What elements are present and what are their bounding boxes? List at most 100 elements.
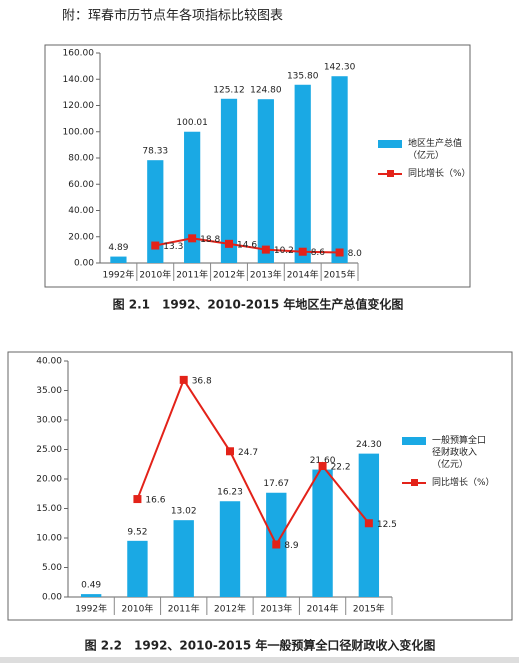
line-marker [318,462,327,471]
y-tick-label: 35.00 [36,386,62,396]
data-label: 13.3 [163,242,183,252]
data-label: 14.6 [237,240,257,250]
data-label: 16.23 [217,488,243,498]
y-tick-label: 40.00 [68,206,94,216]
y-tick-label: 0.00 [74,259,94,269]
data-label: 125.12 [213,85,245,95]
data-label: 124.80 [250,86,282,96]
legend-item: 同比增长（%） [378,168,471,180]
data-label: 8.9 [284,541,299,551]
legend-item: 一般预算全口径财政收入（亿元） [402,435,492,471]
x-tick-label: 1992年 [75,603,107,615]
bar [127,540,148,597]
legend-item: 同比增长（%） [402,477,495,489]
x-tick-label: 2012年 [214,603,246,615]
line-marker [188,234,197,243]
data-label: 22.2 [331,463,351,473]
x-tick-label: 2015年 [353,603,385,615]
line-marker [179,375,188,384]
data-label: 17.67 [263,479,289,489]
legend-item: 地区生产总值（亿元） [378,138,468,162]
legend-swatch [378,140,402,148]
data-label: 16.6 [145,496,165,506]
legend-swatch [402,479,426,486]
y-tick-label: 20.00 [36,475,62,485]
x-tick-label: 2011年 [168,603,200,615]
y-tick-label: 160.00 [63,49,95,59]
data-label: 78.33 [142,147,168,157]
data-label: 142.30 [324,63,356,73]
x-tick-label: 2010年 [121,603,153,615]
x-tick-label: 2012年 [213,269,245,281]
chart-caption: 图 2.1 1992、2010-2015 年地区生产总值变化图 [113,297,404,312]
line-marker [225,239,233,248]
x-tick-label: 2010年 [139,269,171,281]
data-label: 10.2 [274,246,294,256]
legend-label: 地区生产总值（亿元） [408,139,463,161]
chart-caption: 图 2.2 1992、2010-2015 年一般预算全口径财政收入变化图 [85,638,436,653]
line-marker [298,247,307,256]
y-tick-label: 120.00 [63,101,95,111]
x-tick-label: 2013年 [260,603,292,615]
legend-label: 同比增长（%） [408,169,471,179]
data-label: 36.8 [192,376,212,386]
y-tick-label: 80.00 [68,154,94,164]
y-tick-label: 10.00 [36,534,62,544]
data-label: 13.02 [171,507,197,517]
bar [220,98,238,263]
data-label: 18.8 [200,235,220,245]
line-marker [133,495,142,504]
data-label: 24.30 [356,440,382,450]
legend-swatch [402,437,426,445]
line [136,377,370,547]
x-tick-label: 2014年 [307,603,339,615]
chart-frame [44,44,471,288]
y-tick-label: 25.00 [36,445,62,455]
line-marker [335,248,344,257]
line [155,237,340,254]
bar [173,520,194,597]
y-tick-label: 0.00 [42,593,62,603]
data-label: 8.0 [348,249,363,259]
chart-frame [7,351,513,621]
bar [80,594,102,597]
bar [147,160,164,263]
data-label: 12.5 [377,520,397,530]
x-tick-label: 2013年 [250,269,282,281]
line-marker [261,245,270,254]
bar [257,99,274,263]
bottom-bar [0,657,519,663]
bar [219,501,241,597]
x-tick-label: 1992年 [102,269,134,281]
data-label: 21.60 [310,456,336,466]
y-tick-label: 140.00 [63,75,95,85]
data-label: 4.89 [108,243,128,253]
x-tick-label: 2011年 [176,269,208,281]
y-tick-label: 20.00 [68,232,94,242]
y-tick-label: 60.00 [68,180,94,190]
line-marker [272,540,281,549]
bar [294,84,311,263]
data-label: 8.6 [311,248,326,258]
legend-label: 一般预算全口径财政收入（亿元） [432,436,487,470]
legend-swatch [378,170,402,177]
y-tick-label: 30.00 [36,416,62,426]
line-marker [226,447,234,456]
data-label: 0.49 [81,581,101,591]
legend: 地区生产总值（亿元） 同比增长（%） [378,138,471,186]
y-tick-label: 100.00 [63,127,95,137]
bar [312,469,333,597]
y-tick-label: 5.00 [42,563,62,573]
legend-label: 同比增长（%） [432,478,495,488]
data-label: 100.01 [176,118,208,128]
bar [110,256,127,263]
line-marker [151,241,160,250]
x-tick-label: 2014年 [287,269,319,281]
bar [331,76,348,263]
line-marker [364,519,373,528]
y-tick-label: 15.00 [36,504,62,514]
bar [184,131,201,263]
y-tick-label: 40.00 [36,357,62,367]
